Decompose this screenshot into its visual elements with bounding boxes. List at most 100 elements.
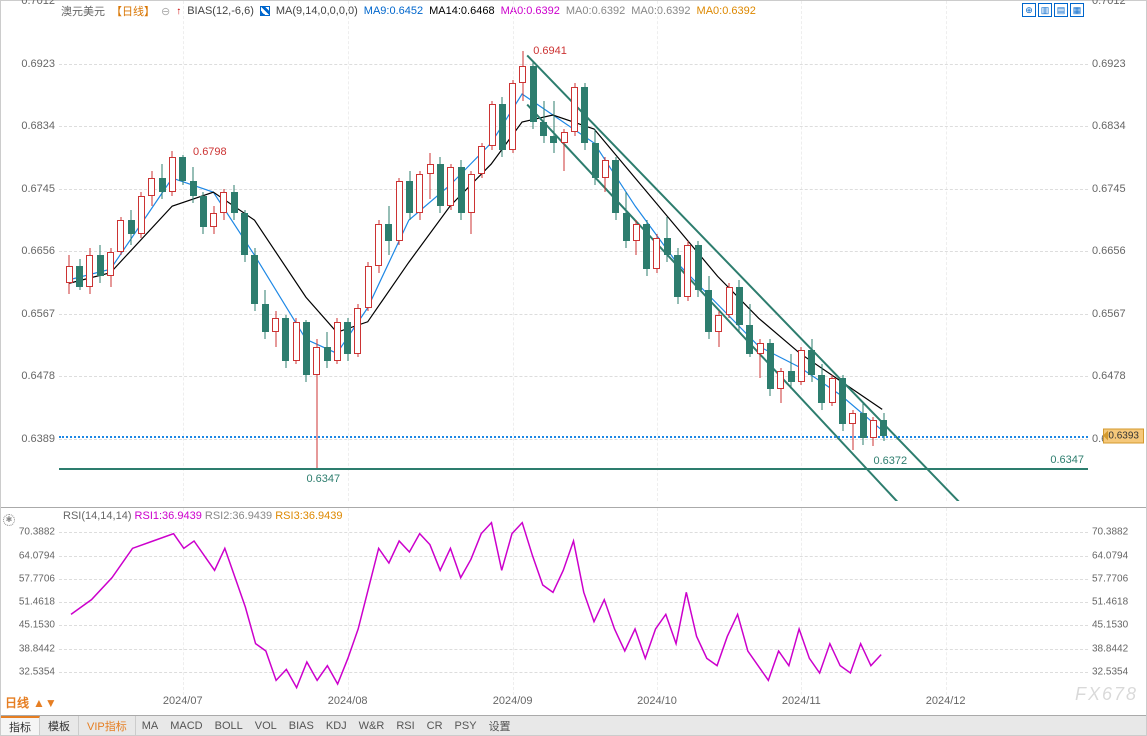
- rsi-panel[interactable]: ✱ RSI(14,14,14) RSI1:36.9439 RSI2:36.943…: [1, 507, 1146, 695]
- candle[interactable]: [499, 1, 506, 501]
- candle[interactable]: [262, 1, 269, 501]
- candle[interactable]: [458, 1, 465, 501]
- timeframe-label[interactable]: 日线▲▼: [5, 694, 57, 711]
- indicator-button[interactable]: BIAS: [283, 718, 320, 734]
- candle[interactable]: [385, 1, 392, 501]
- candle[interactable]: [200, 1, 207, 501]
- candle[interactable]: [705, 1, 712, 501]
- candle[interactable]: [829, 1, 836, 501]
- candle[interactable]: [715, 1, 722, 501]
- candle[interactable]: [251, 1, 258, 501]
- candle[interactable]: [798, 1, 805, 501]
- candle[interactable]: [653, 1, 660, 501]
- candle[interactable]: [860, 1, 867, 501]
- indicator-button[interactable]: PSY: [449, 718, 483, 734]
- candle[interactable]: [664, 1, 671, 501]
- indicator-button[interactable]: KDJ: [320, 718, 353, 734]
- candle[interactable]: [97, 1, 104, 501]
- indicator-button[interactable]: CR: [421, 718, 449, 734]
- candle[interactable]: [66, 1, 73, 501]
- candle[interactable]: [220, 1, 227, 501]
- candle[interactable]: [777, 1, 784, 501]
- indicator-button[interactable]: BOLL: [209, 718, 249, 734]
- candle[interactable]: [489, 1, 496, 501]
- candle[interactable]: [138, 1, 145, 501]
- indicator-button[interactable]: 设置: [483, 716, 517, 736]
- candle[interactable]: [550, 1, 557, 501]
- candle[interactable]: [344, 1, 351, 501]
- candle[interactable]: [447, 1, 454, 501]
- candle[interactable]: [849, 1, 856, 501]
- candle[interactable]: [427, 1, 434, 501]
- candle[interactable]: [530, 1, 537, 501]
- candle[interactable]: [633, 1, 640, 501]
- candle[interactable]: [324, 1, 331, 501]
- rsi-plot[interactable]: [59, 508, 1088, 695]
- candle[interactable]: [478, 1, 485, 501]
- candle[interactable]: [788, 1, 795, 501]
- candle[interactable]: [757, 1, 764, 501]
- candle[interactable]: [416, 1, 423, 501]
- candle[interactable]: [581, 1, 588, 501]
- candle[interactable]: [365, 1, 372, 501]
- candle[interactable]: [561, 1, 568, 501]
- candle[interactable]: [767, 1, 774, 501]
- toolbar-tab[interactable]: 指标: [1, 716, 40, 735]
- toolbar-tab[interactable]: 模板: [40, 716, 79, 735]
- candle[interactable]: [684, 1, 691, 501]
- candle[interactable]: [736, 1, 743, 501]
- candle[interactable]: [808, 1, 815, 501]
- candle[interactable]: [592, 1, 599, 501]
- indicator-button[interactable]: VOL: [249, 718, 283, 734]
- candle[interactable]: [231, 1, 238, 501]
- candle[interactable]: [695, 1, 702, 501]
- candle[interactable]: [76, 1, 83, 501]
- candle[interactable]: [746, 1, 753, 501]
- candle[interactable]: [293, 1, 300, 501]
- candle[interactable]: [313, 1, 320, 501]
- candle[interactable]: [241, 1, 248, 501]
- candle[interactable]: [272, 1, 279, 501]
- timeframe-arrows-icon[interactable]: ▲▼: [33, 696, 57, 710]
- candle[interactable]: [540, 1, 547, 501]
- candle[interactable]: [870, 1, 877, 501]
- candle[interactable]: [468, 1, 475, 501]
- candle[interactable]: [148, 1, 155, 501]
- price-chart[interactable]: 0.70120.69230.68340.67450.66560.65670.64…: [1, 1, 1146, 501]
- indicator-button[interactable]: MA: [136, 718, 165, 734]
- candle[interactable]: [519, 1, 526, 501]
- candle[interactable]: [612, 1, 619, 501]
- candle[interactable]: [396, 1, 403, 501]
- candle[interactable]: [210, 1, 217, 501]
- candle[interactable]: [674, 1, 681, 501]
- candle[interactable]: [818, 1, 825, 501]
- candle[interactable]: [128, 1, 135, 501]
- candle[interactable]: [571, 1, 578, 501]
- candle[interactable]: [839, 1, 846, 501]
- price-plot[interactable]: 0.6393↑0.6347: [59, 1, 1088, 501]
- candle[interactable]: [375, 1, 382, 501]
- candle[interactable]: [86, 1, 93, 501]
- indicator-button[interactable]: W&R: [353, 718, 391, 734]
- candle[interactable]: [406, 1, 413, 501]
- candle[interactable]: [117, 1, 124, 501]
- candle[interactable]: [169, 1, 176, 501]
- candle[interactable]: [354, 1, 361, 501]
- toolbar-tab[interactable]: VIP指标: [79, 716, 136, 735]
- candle[interactable]: [437, 1, 444, 501]
- candle[interactable]: [509, 1, 516, 501]
- candle[interactable]: [623, 1, 630, 501]
- candle[interactable]: [107, 1, 114, 501]
- indicator-button[interactable]: RSI: [390, 718, 420, 734]
- candle[interactable]: [643, 1, 650, 501]
- candle[interactable]: [159, 1, 166, 501]
- candle[interactable]: [179, 1, 186, 501]
- candle[interactable]: [334, 1, 341, 501]
- candle[interactable]: [880, 1, 887, 501]
- candle[interactable]: [726, 1, 733, 501]
- candle[interactable]: [190, 1, 197, 501]
- candle[interactable]: [602, 1, 609, 501]
- candle[interactable]: [282, 1, 289, 501]
- indicator-button[interactable]: MACD: [164, 718, 208, 734]
- candle[interactable]: [303, 1, 310, 501]
